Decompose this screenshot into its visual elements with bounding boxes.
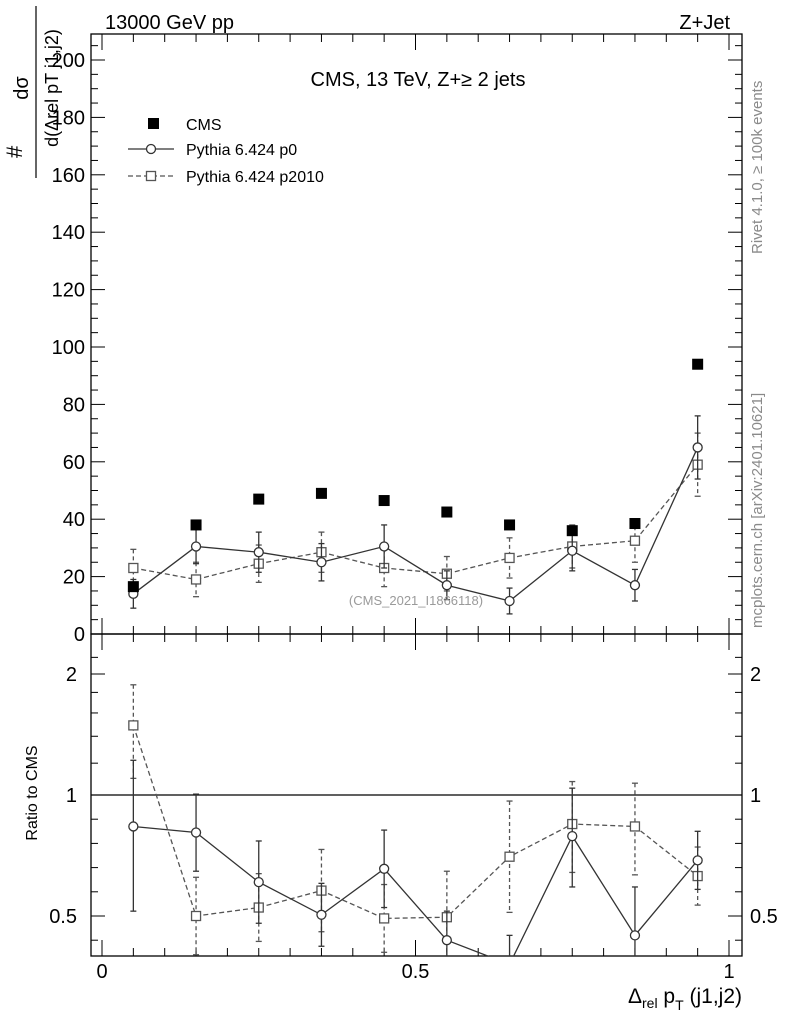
main-p0-line bbox=[132, 447, 699, 602]
ratio-ytick-label-right: 2 bbox=[750, 664, 761, 686]
ratio-ytick-label: 2 bbox=[66, 664, 77, 686]
ratio-ytick-label: 0.5 bbox=[49, 906, 77, 928]
ratio-ytick-label-right: 1 bbox=[750, 785, 761, 807]
ratio-p0-point bbox=[190, 827, 202, 838]
legend: CMS Pythia 6.424 p0 Pythia 6.424 p2010 bbox=[128, 117, 324, 186]
main-cms-point bbox=[504, 519, 516, 531]
main-cms-point bbox=[253, 493, 265, 505]
xtick-label: 0.5 bbox=[402, 961, 430, 983]
legend-label-cms: CMS bbox=[186, 117, 222, 134]
main-ytick-label: 40 bbox=[63, 509, 85, 531]
legend-marker-p2010 bbox=[145, 170, 157, 182]
rivet-version-label: Rivet 4.1.0, ≥ 100k events bbox=[749, 81, 766, 254]
main-ytick-label: 60 bbox=[63, 452, 85, 474]
main-p2010-line bbox=[133, 464, 699, 581]
ratio-p0-line bbox=[133, 825, 699, 956]
main-ytick-label: 120 bbox=[52, 280, 85, 302]
ratio-p0-point bbox=[128, 821, 139, 832]
main-p0-point bbox=[504, 595, 515, 607]
main-cms-point bbox=[566, 525, 578, 537]
legend-label-p0: Pythia 6.424 p0 bbox=[186, 142, 297, 159]
ratio-p0-point bbox=[441, 935, 453, 946]
main-p2010-point bbox=[504, 552, 515, 564]
mcplots-label: mcplots.cern.ch [arXiv:2401.10621] bbox=[749, 393, 766, 628]
main-p0-point bbox=[629, 580, 641, 591]
ratio-p2010-point bbox=[128, 720, 139, 731]
x-axis-label: Δrel pT (j1,j2) bbox=[628, 985, 742, 1013]
header-left: 13000 GeV pp bbox=[105, 12, 234, 34]
main-p2010-series bbox=[128, 432, 703, 598]
legend-marker-p0 bbox=[145, 143, 157, 155]
main-ytick-label: 80 bbox=[63, 394, 85, 416]
ratio-ytick-label-right: 0.5 bbox=[750, 906, 778, 928]
header-right: Z+Jet bbox=[679, 12, 730, 34]
main-panel: 0 20 40 60 80 100 120 140 160 180 200 bbox=[52, 33, 743, 650]
main-cms-series bbox=[127, 358, 704, 593]
main-ytick-label: 20 bbox=[63, 567, 85, 589]
ratio-p2010-point bbox=[504, 851, 515, 862]
main-p0-point bbox=[253, 547, 264, 558]
main-ytick-label: 100 bbox=[52, 337, 85, 359]
ratio-p2010-point bbox=[629, 821, 641, 832]
main-cms-point bbox=[315, 487, 327, 499]
main-p0-series bbox=[128, 415, 703, 615]
main-cms-point bbox=[127, 581, 139, 593]
main-cms-point bbox=[629, 518, 641, 530]
main-p0-point bbox=[378, 541, 390, 552]
ratio-p0-point bbox=[316, 909, 327, 920]
ratio-p0-point bbox=[505, 960, 514, 969]
ratio-p0-point bbox=[692, 855, 703, 866]
ratio-p0-point bbox=[253, 876, 264, 888]
ratio-p2010-line bbox=[132, 725, 699, 920]
ratio-p2010-series bbox=[128, 684, 703, 956]
ratio-panel: 0 0.5 1 0.5 0.5 1 1 2 2 bbox=[49, 618, 778, 983]
main-cms-point bbox=[441, 506, 453, 518]
main-cms-point bbox=[692, 358, 704, 370]
main-p0-point bbox=[441, 580, 453, 591]
ratio-p0-point bbox=[378, 863, 390, 874]
main-ytick-label: 160 bbox=[52, 165, 85, 187]
main-ytick-label: 0 bbox=[74, 624, 85, 646]
main-p0-point bbox=[567, 545, 578, 556]
main-y-axis-label: # dσ d(Δrel pT j1,j2) bbox=[2, 6, 62, 178]
ratio-p2010-point bbox=[190, 910, 202, 922]
legend-marker-cms bbox=[148, 118, 159, 129]
main-p0-point bbox=[692, 442, 703, 453]
main-ytick-label: 140 bbox=[52, 222, 85, 244]
chart-title: CMS, 13 TeV, Z+≥ 2 jets bbox=[311, 69, 526, 91]
xtick-label: 0 bbox=[96, 961, 107, 983]
main-p2010-point bbox=[128, 562, 139, 574]
ylabel-denominator: d(Δrel pT j1,j2) bbox=[42, 29, 62, 147]
main-cms-point bbox=[190, 519, 202, 531]
main-p0-point bbox=[190, 541, 202, 552]
main-p2010-point bbox=[190, 574, 202, 585]
main-p2010-point bbox=[629, 535, 641, 546]
ratio-ytick-label: 1 bbox=[66, 785, 77, 807]
ratio-y-axis-label: Ratio to CMS bbox=[24, 745, 41, 840]
ylabel-hash: # bbox=[2, 145, 27, 158]
ratio-p0-point bbox=[567, 830, 578, 842]
analysis-watermark: (CMS_2021_I1866118) bbox=[349, 593, 483, 608]
xtick-label: 1 bbox=[723, 961, 734, 983]
ratio-p0-series bbox=[128, 759, 703, 969]
main-ytick-label: 180 bbox=[52, 107, 85, 129]
ylabel-numerator: dσ bbox=[11, 76, 33, 100]
main-p0-point bbox=[316, 557, 327, 568]
main-ytick-label: 200 bbox=[52, 50, 85, 72]
legend-label-p2010: Pythia 6.424 p2010 bbox=[186, 169, 324, 186]
ratio-p2010-point bbox=[378, 913, 390, 924]
ratio-p0-point bbox=[629, 930, 641, 941]
main-cms-point bbox=[378, 495, 390, 507]
